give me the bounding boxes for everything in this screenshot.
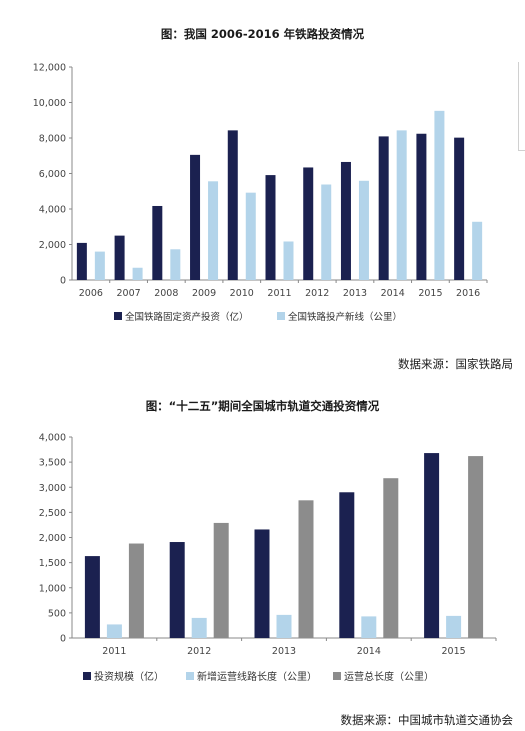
x-tick-label: 2013 [272,646,296,657]
bar-1-2013 [340,161,351,280]
bar-2-2009 [208,181,219,280]
y-tick-label: 2,500 [39,508,66,519]
x-tick-label: 2010 [230,288,254,299]
bar-1-2015 [424,453,440,638]
legend-label: 全国铁路固定资产投资（亿） [125,311,249,323]
bar-1-2007 [114,235,125,280]
bar-2-2013 [276,614,292,638]
bar-1-2016 [454,137,465,280]
bar-1-2010 [227,130,238,280]
x-tick-label: 2011 [102,646,126,657]
page-edge-divider [518,62,525,151]
y-tick-label: 2,000 [39,240,66,251]
x-tick-label: 2008 [154,288,178,299]
bar-3-2015 [468,456,484,638]
legend-label: 全国铁路投产新线（公里） [288,311,402,323]
legend-swatch [333,672,341,680]
chart1-source: 数据来源：国家铁路局 [398,357,513,371]
chart1-title: 图：我国 2006-2016 年铁路投资情况 [160,27,365,41]
x-tick-label: 2016 [456,288,480,299]
bar-3-2011 [128,543,144,638]
bar-2-2015 [434,110,445,280]
bar-2-2012 [321,184,332,280]
bar-1-2009 [190,154,201,280]
bar-1-2015 [416,133,427,280]
y-tick-label: 1,000 [39,583,66,594]
x-tick-label: 2012 [187,646,211,657]
y-tick-label: 10,000 [33,98,66,109]
x-tick-label: 2006 [79,288,103,299]
legend-swatch [186,672,194,680]
bar-2-2012 [191,617,207,638]
bar-1-2014 [339,492,355,638]
bar-2-2008 [170,249,181,280]
y-tick-label: 500 [48,608,66,619]
bar-1-2012 [303,167,314,280]
y-tick-label: 12,000 [33,63,66,74]
bar-2-2007 [132,267,143,280]
bar-2-2011 [283,241,294,280]
y-tick-label: 0 [60,634,66,645]
legend-label: 投资规模（亿） [94,670,164,683]
legend-swatch [83,672,91,680]
bar-1-2014 [378,136,389,280]
y-tick-label: 8,000 [39,134,66,145]
bar-3-2014 [383,478,399,638]
x-tick-label: 2013 [343,288,367,299]
legend-swatch [277,312,285,320]
chart2-source: 数据来源：中国城市轨道交通协会 [340,713,514,727]
bar-2-2010 [245,192,256,280]
legend-label: 新增运营线路长度（公里） [197,670,317,683]
legend-label: 运营总长度（公里） [344,670,434,683]
bar-2-2016 [472,221,483,280]
bar-1-2011 [265,175,276,280]
y-tick-label: 3,000 [39,483,66,494]
x-tick-label: 2012 [305,288,329,299]
bar-2-2011 [106,624,122,638]
bar-3-2012 [213,522,229,638]
x-tick-label: 2014 [357,646,381,657]
x-tick-label: 2015 [442,646,466,657]
bar-1-2008 [152,205,163,280]
y-tick-label: 3,500 [39,458,66,469]
bar-2-2015 [446,615,462,638]
chart2-title: 图：“十二五”期间全国城市轨道交通投资情况 [145,399,380,413]
y-tick-label: 0 [60,276,66,287]
legend-swatch [114,312,122,320]
x-tick-label: 2011 [267,288,291,299]
bar-1-2012 [169,542,185,638]
y-tick-label: 1,500 [39,558,66,569]
x-tick-label: 2015 [418,288,442,299]
bar-1-2013 [254,529,270,638]
y-tick-label: 4,000 [39,205,66,216]
y-tick-label: 4,000 [39,433,66,444]
bar-1-2011 [84,556,100,638]
bar-2-2013 [358,180,369,280]
bar-2-2014 [396,130,407,280]
x-tick-label: 2007 [116,288,140,299]
bar-2-2006 [94,251,105,280]
x-tick-label: 2014 [381,288,405,299]
bar-2-2014 [361,616,377,638]
y-tick-label: 2,000 [39,533,66,544]
x-tick-label: 2009 [192,288,216,299]
bar-1-2006 [76,242,87,280]
bar-3-2013 [298,500,314,638]
railway-investment-chart: 0 2,000 4,000 6,000 8,000 10,000 12,000 2006 200… [33,63,488,323]
y-tick-label: 6,000 [39,169,66,180]
